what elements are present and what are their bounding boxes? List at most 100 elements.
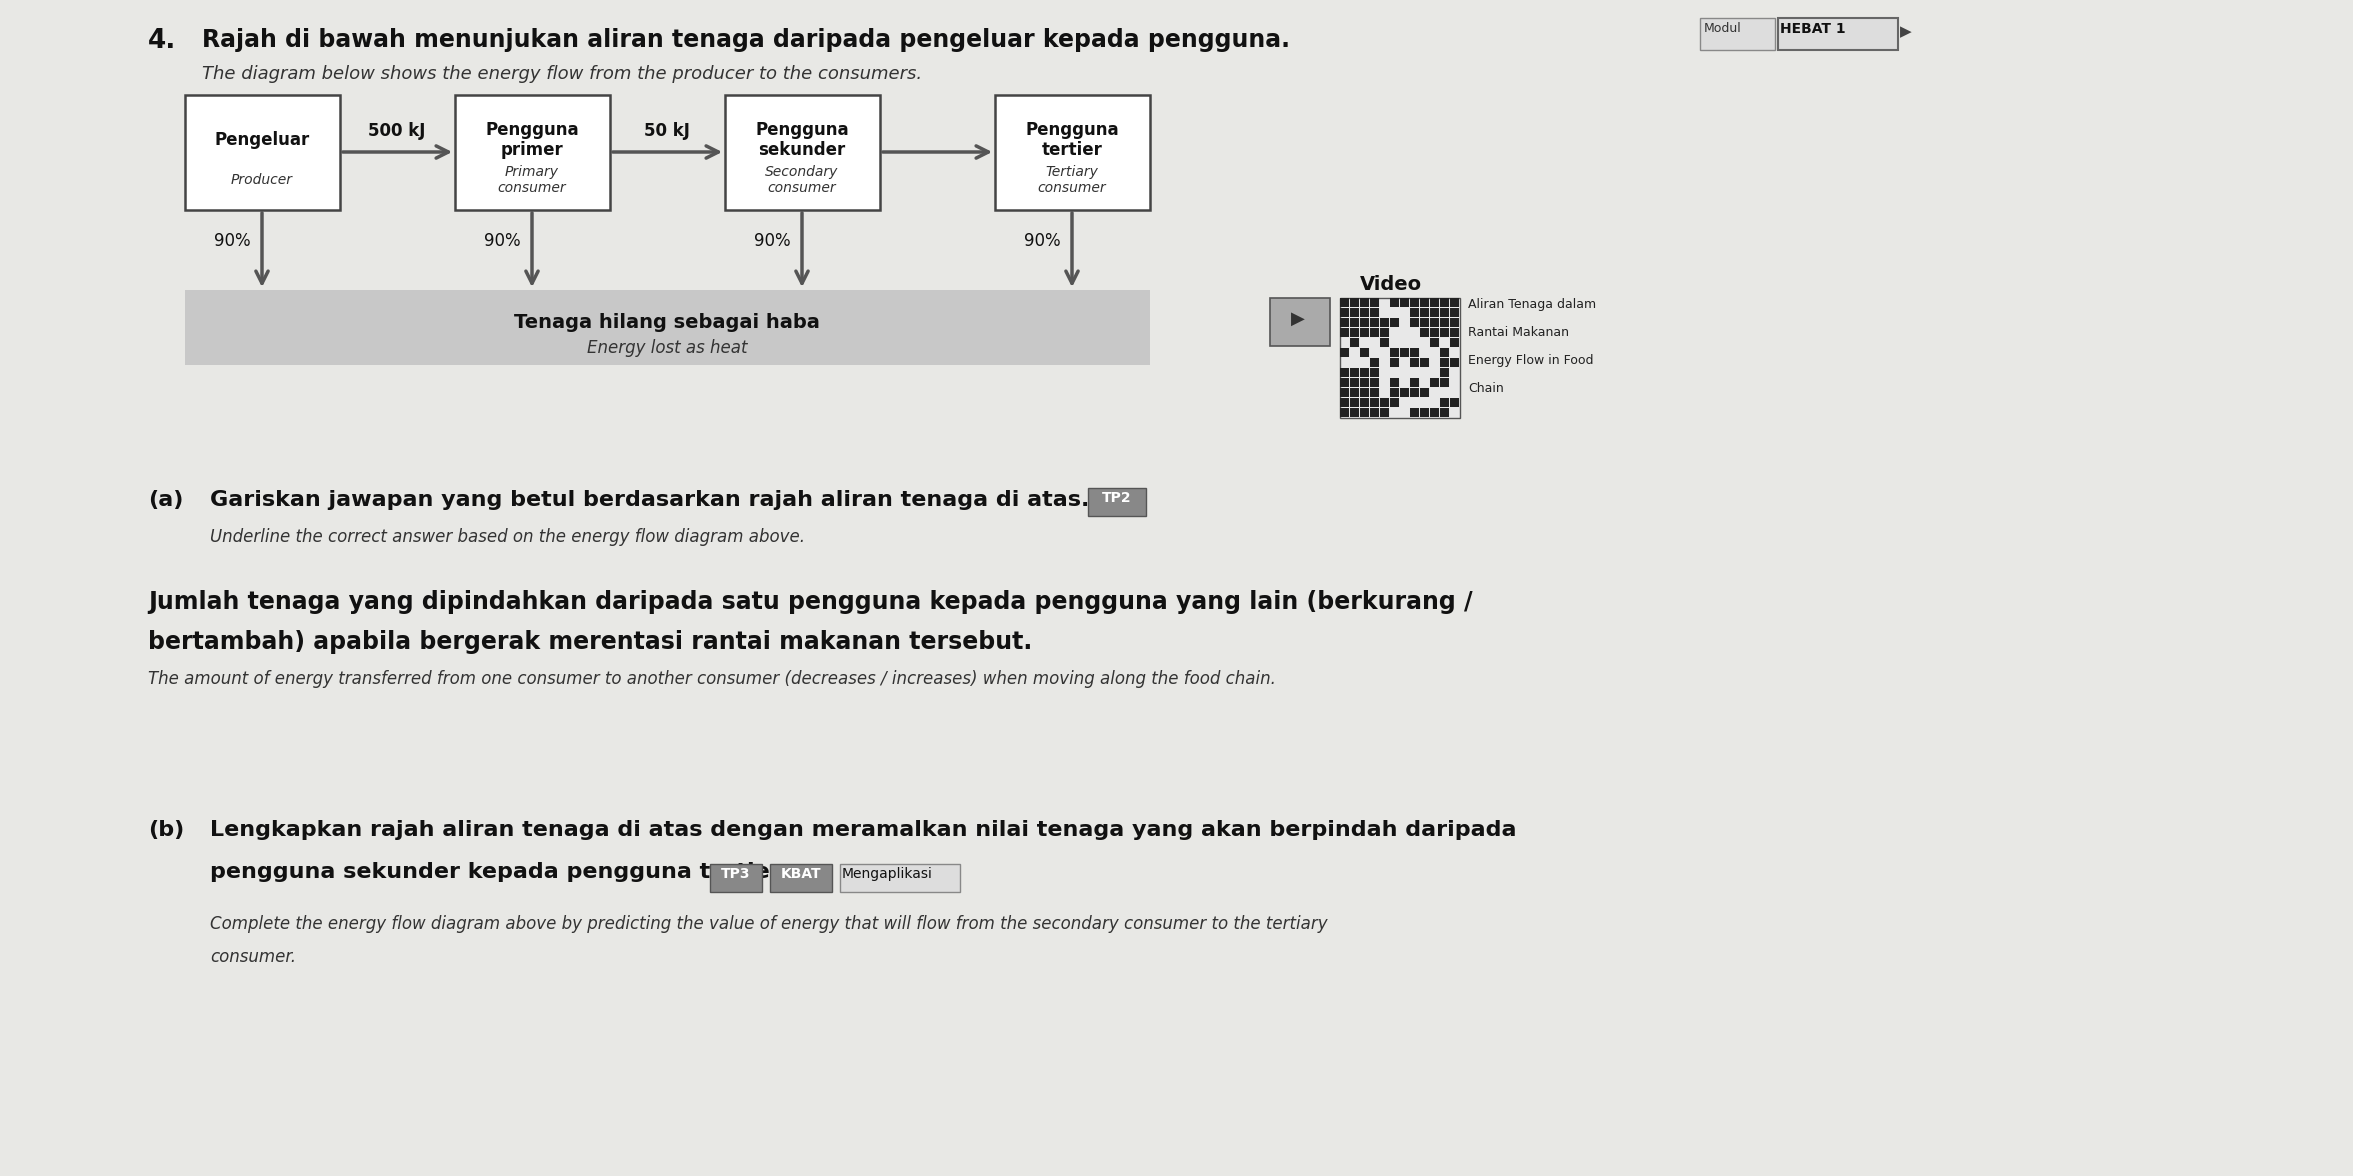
Bar: [1379, 328, 1388, 338]
Text: Pengeluar: Pengeluar: [214, 131, 311, 149]
Text: Underline the correct answer based on the energy flow diagram above.: Underline the correct answer based on th…: [209, 528, 805, 546]
Bar: [1379, 408, 1388, 417]
Bar: [1440, 328, 1449, 338]
Bar: [454, 95, 609, 211]
Bar: [1391, 358, 1400, 367]
Bar: [1360, 318, 1369, 327]
Text: 90%: 90%: [753, 232, 791, 250]
Bar: [995, 95, 1151, 211]
Bar: [1400, 388, 1409, 397]
Text: Aliran Tenaga dalam: Aliran Tenaga dalam: [1468, 298, 1595, 310]
Bar: [1369, 408, 1379, 417]
Bar: [1339, 298, 1459, 417]
Text: Video: Video: [1360, 275, 1421, 294]
Bar: [186, 290, 1151, 365]
Bar: [1369, 318, 1379, 327]
Bar: [1440, 368, 1449, 377]
Bar: [1351, 368, 1360, 377]
Bar: [1351, 397, 1360, 407]
Bar: [1391, 298, 1400, 307]
Bar: [1440, 377, 1449, 387]
Bar: [1431, 377, 1440, 387]
Text: Chain: Chain: [1468, 382, 1504, 395]
Bar: [1379, 318, 1388, 327]
Text: Gariskan jawapan yang betul berdasarkan rajah aliran tenaga di atas.: Gariskan jawapan yang betul berdasarkan …: [209, 490, 1089, 510]
Bar: [1360, 377, 1369, 387]
Text: TP3: TP3: [722, 867, 751, 881]
Bar: [1391, 388, 1400, 397]
Bar: [1449, 338, 1459, 347]
Bar: [1360, 408, 1369, 417]
Bar: [1409, 388, 1419, 397]
Bar: [1419, 318, 1428, 327]
Bar: [1391, 318, 1400, 327]
Text: 50 kJ: 50 kJ: [645, 122, 689, 140]
Bar: [1379, 338, 1388, 347]
Bar: [1409, 318, 1419, 327]
Bar: [1449, 298, 1459, 307]
Text: Pengguna
primer: Pengguna primer: [485, 121, 579, 160]
Text: 4.: 4.: [148, 28, 176, 54]
Bar: [1369, 358, 1379, 367]
Bar: [1440, 408, 1449, 417]
Bar: [1360, 397, 1369, 407]
Bar: [1449, 318, 1459, 327]
Bar: [1369, 388, 1379, 397]
Bar: [1351, 308, 1360, 318]
Bar: [1360, 308, 1369, 318]
Bar: [1400, 298, 1409, 307]
Bar: [1440, 397, 1449, 407]
Bar: [1351, 298, 1360, 307]
Text: bertambah) apabila bergerak merentasi rantai makanan tersebut.: bertambah) apabila bergerak merentasi ra…: [148, 630, 1033, 654]
Bar: [1779, 18, 1899, 51]
Bar: [1419, 308, 1428, 318]
Bar: [1431, 318, 1440, 327]
Bar: [1351, 328, 1360, 338]
Text: Jumlah tenaga yang dipindahkan daripada satu pengguna kepada pengguna yang lain : Jumlah tenaga yang dipindahkan daripada …: [148, 590, 1473, 614]
Bar: [1369, 397, 1379, 407]
Text: Lengkapkan rajah aliran tenaga di atas dengan meramalkan nilai tenaga yang akan : Lengkapkan rajah aliran tenaga di atas d…: [209, 820, 1515, 840]
Bar: [1339, 397, 1348, 407]
Bar: [1351, 408, 1360, 417]
Bar: [1087, 488, 1146, 516]
Bar: [1339, 318, 1348, 327]
Bar: [1369, 308, 1379, 318]
Text: Energy lost as heat: Energy lost as heat: [586, 339, 748, 358]
Bar: [1449, 397, 1459, 407]
Text: The amount of energy transferred from one consumer to another consumer (decrease: The amount of energy transferred from on…: [148, 670, 1275, 688]
Bar: [1419, 328, 1428, 338]
Bar: [1449, 328, 1459, 338]
Text: Mengaplikasi: Mengaplikasi: [842, 867, 932, 881]
Bar: [1351, 318, 1360, 327]
Bar: [1431, 338, 1440, 347]
Text: KBAT: KBAT: [781, 867, 821, 881]
Text: The diagram below shows the energy flow from the producer to the consumers.: The diagram below shows the energy flow …: [202, 65, 922, 83]
Text: Energy Flow in Food: Energy Flow in Food: [1468, 354, 1593, 367]
Bar: [1419, 298, 1428, 307]
Bar: [1431, 298, 1440, 307]
Bar: [1339, 298, 1348, 307]
Bar: [1409, 377, 1419, 387]
Bar: [1431, 328, 1440, 338]
Bar: [1351, 377, 1360, 387]
Bar: [1409, 408, 1419, 417]
Text: TP2: TP2: [1101, 492, 1132, 505]
Bar: [840, 864, 960, 893]
Bar: [725, 95, 880, 211]
Text: Complete the energy flow diagram above by predicting the value of energy that wi: Complete the energy flow diagram above b…: [209, 915, 1327, 933]
Bar: [769, 864, 833, 893]
Bar: [1440, 358, 1449, 367]
Bar: [1440, 298, 1449, 307]
Text: 90%: 90%: [485, 232, 520, 250]
Text: ▶: ▶: [1292, 310, 1306, 328]
Text: Pengguna
sekunder: Pengguna sekunder: [755, 121, 849, 160]
Bar: [1339, 408, 1348, 417]
Bar: [1369, 368, 1379, 377]
Text: Tertiary
consumer: Tertiary consumer: [1038, 165, 1106, 195]
Bar: [1449, 308, 1459, 318]
Bar: [1440, 308, 1449, 318]
Bar: [1409, 308, 1419, 318]
Text: 500 kJ: 500 kJ: [369, 122, 426, 140]
Text: (a): (a): [148, 490, 184, 510]
Text: Rantai Makanan: Rantai Makanan: [1468, 326, 1569, 339]
